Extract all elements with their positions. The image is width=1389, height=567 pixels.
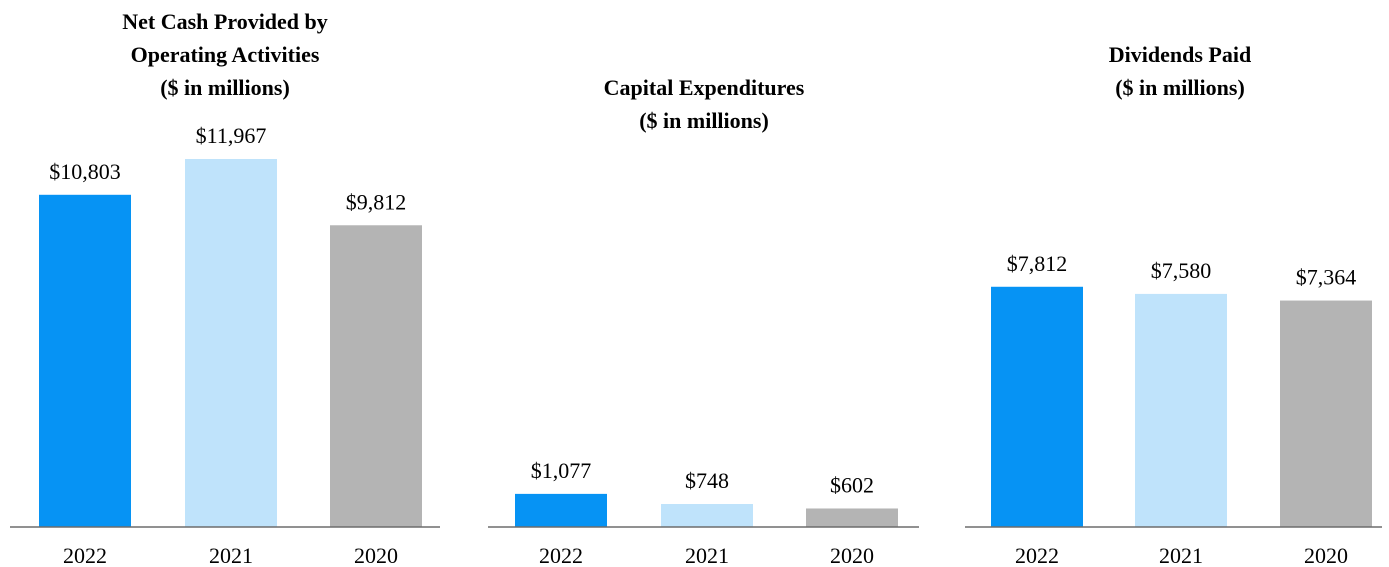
chart-title-line: ($ in millions) <box>160 75 290 100</box>
chart-title-line: Dividends Paid <box>1109 42 1251 67</box>
bar-2022 <box>39 194 131 527</box>
data-label: $748 <box>685 468 729 493</box>
bar-2022 <box>991 286 1083 527</box>
chart-panel-1: Net Cash Provided by Operating Activities… <box>10 9 440 567</box>
chart-title-line: Capital Expenditures <box>604 75 805 100</box>
data-label: $1,077 <box>531 458 592 483</box>
bar-2020 <box>330 225 422 527</box>
x-tick-label: 2022 <box>1015 543 1059 567</box>
chart-title-line: ($ in millions) <box>1115 75 1245 100</box>
x-tick-label: 2020 <box>354 543 398 567</box>
chart-title-line: ($ in millions) <box>639 108 769 133</box>
chart-panel-3: Dividends Paid ($ in millions) $7,812 2022 $… <box>965 42 1382 567</box>
bar-2020 <box>1280 300 1372 527</box>
x-tick-label: 2021 <box>209 543 253 567</box>
bar-2021 <box>661 503 753 527</box>
data-label: $7,812 <box>1007 251 1068 276</box>
x-tick-label: 2021 <box>685 543 729 567</box>
chart-title-line: Net Cash Provided by <box>122 9 328 34</box>
bar-2020 <box>806 508 898 527</box>
data-label: $11,967 <box>196 123 267 148</box>
data-label: $7,580 <box>1151 258 1212 283</box>
data-label: $9,812 <box>346 189 407 214</box>
data-label: $10,803 <box>49 159 121 184</box>
data-label: $7,364 <box>1296 265 1357 290</box>
bar-2022 <box>515 493 607 527</box>
chart-title-line: Operating Activities <box>131 42 320 67</box>
x-tick-label: 2020 <box>1304 543 1348 567</box>
x-tick-label: 2020 <box>830 543 874 567</box>
x-tick-label: 2022 <box>63 543 107 567</box>
data-label: $602 <box>830 472 874 497</box>
chart-panel-2: Capital Expenditures ($ in millions) $1,07… <box>488 75 919 567</box>
x-tick-label: 2022 <box>539 543 583 567</box>
bar-2021 <box>185 159 277 527</box>
x-tick-label: 2021 <box>1159 543 1203 567</box>
bar-2021 <box>1135 293 1227 527</box>
